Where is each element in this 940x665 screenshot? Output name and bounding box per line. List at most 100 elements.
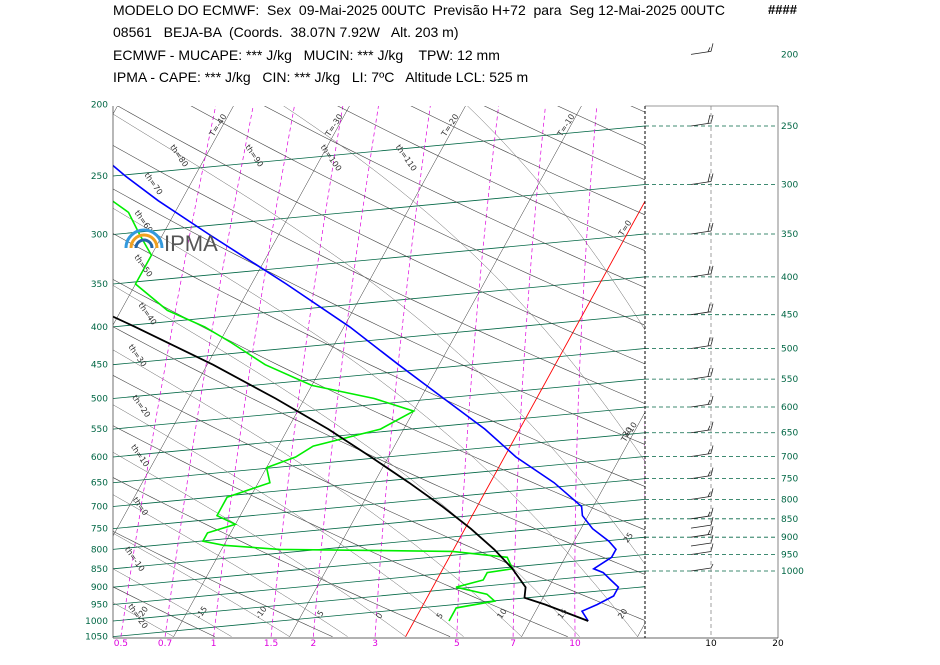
left-pressure-tick-label: 600 [91, 453, 108, 463]
wind-barb-feather [707, 511, 711, 517]
isobar-line [113, 536, 645, 588]
wind-barb [690, 517, 714, 529]
right-pressure-tick-label: 350 [781, 230, 798, 240]
wind-barb-feather [710, 517, 714, 526]
wind-barb-staff [690, 345, 712, 349]
header-line-ecmwf-indices: ECMWF - MUCAPE: *** J/kg MUCIN: *** J/kg… [113, 47, 500, 63]
right-pressure-tick-label: 1000 [781, 567, 804, 577]
wind-barb [690, 421, 714, 434]
right-pressure-tick-label: 450 [781, 311, 798, 321]
wind-barb-staff [690, 181, 712, 185]
left-pressure-tick-label: 300 [91, 231, 108, 241]
mixing-ratio-tick-label: 1 [211, 639, 217, 649]
moist-adiabat-line [113, 568, 232, 637]
logo-arc-inner-icon [134, 238, 154, 249]
plot-area [113, 106, 645, 638]
mixing-ratio-line [848, 104, 881, 636]
isobar-line [113, 498, 645, 550]
wind-barb [690, 395, 714, 408]
temperature-profile-line [113, 164, 620, 622]
isotherm-line [113, 106, 350, 537]
moist-adiabat-line [467, 106, 645, 331]
wind-barb-staff [690, 542, 712, 547]
left-pressure-tick-label: 800 [91, 545, 108, 555]
dry-adiabat-line [113, 425, 568, 637]
moist-adiabat-line [113, 285, 580, 637]
moist-adiabat-line [113, 349, 522, 637]
left-pressure-tick-label: 500 [91, 395, 108, 405]
wind-barb [690, 222, 714, 235]
right-pressure-tick-label: 750 [781, 475, 798, 485]
wind-barb-feather [710, 173, 714, 182]
wind-barb-staff [690, 375, 712, 380]
left-pressure-tick-label: 1050 [85, 633, 108, 643]
moist-adiabat-line [283, 106, 645, 462]
wind-barb [690, 337, 714, 349]
wind-barb-staff [690, 475, 712, 480]
wind-barb-staff [690, 273, 712, 278]
header-line-ipma-indices: IPMA - CAPE: *** J/kg CIN: *** J/kg LI: … [113, 69, 529, 85]
left-pressure-tick-label: 400 [91, 323, 108, 333]
wind-barb [690, 526, 714, 538]
right-pressure-tick-label: 950 [781, 551, 798, 561]
wind-barb [690, 114, 714, 127]
left-pressure-tick-label: 950 [91, 601, 108, 611]
moist-adiabat-line [113, 494, 348, 637]
wind-barb-staff [690, 403, 712, 408]
mixing-ratio-line [213, 106, 295, 637]
right-pressure-tick-label: 300 [781, 181, 798, 191]
header-line-station: 08561 BEJA-BA (Coords. 38.07N 7.92W Alt.… [113, 24, 459, 40]
wind-barb-feather [707, 303, 711, 313]
left-pressure-tick-label: 450 [91, 361, 108, 371]
wind-barb [690, 265, 714, 278]
dry-adiabat-line [113, 279, 645, 531]
mixing-ratio-line [164, 106, 254, 637]
zero-isotherm-line [405, 200, 645, 637]
right-pressure-tick-label: 400 [781, 273, 798, 283]
isotherm-line [870, 0, 940, 637]
wind-barb-staff [690, 50, 712, 55]
moist-adiabat-line [113, 113, 645, 565]
dry-adiabat-line [113, 326, 645, 575]
dry-adiabat-line [113, 233, 645, 487]
wind-barb-feather [710, 526, 714, 535]
mixing-ratio-tick-label: 5 [454, 639, 460, 649]
wind-barb-feather [707, 425, 711, 431]
isobar-line [113, 0, 645, 12]
wind-barb [690, 563, 714, 572]
mixing-ratio-tick-label: 0.7 [158, 639, 172, 649]
dry-adiabat-line [410, 106, 645, 216]
wind-barb-staff [690, 429, 712, 434]
logo-text: IPMA [164, 231, 218, 256]
right-pressure-tick-label: 600 [781, 403, 798, 413]
moist-adiabat-line [113, 452, 406, 637]
right-pressure-tick-label: 550 [781, 375, 798, 385]
wind-barb-feather [710, 222, 714, 232]
wind-barb-staff [690, 551, 712, 555]
wind-barb [690, 367, 714, 380]
wind-barb-feather [707, 449, 711, 455]
mixing-ratio-line [120, 106, 217, 637]
dry-adiabat-line [0, 0, 97, 637]
right-pressure-tick-label: 850 [781, 515, 798, 525]
mixing-ratio-line [574, 106, 598, 637]
wind-barb-feather [707, 173, 711, 183]
wind-barb-staff [690, 453, 712, 457]
wind-barb-staff [690, 524, 712, 529]
isobar-line [113, 348, 645, 399]
isobar-line [113, 478, 645, 530]
isotherm-line [521, 411, 645, 637]
isobar-line [113, 456, 645, 507]
dry-adiabat-line [117, 106, 645, 365]
wind-barb-staff [690, 311, 712, 316]
dry-adiabat-line [113, 530, 333, 637]
wind-barb [690, 467, 714, 480]
wind-barb [690, 507, 714, 520]
left-pressure-tick-label: 650 [91, 479, 108, 489]
wind-barb-feather [710, 488, 714, 497]
wind-barb-feather [707, 368, 711, 377]
wind-barb-feather [707, 222, 711, 232]
wind-barb-feather [707, 471, 711, 477]
wind-barb-feather [707, 492, 711, 497]
